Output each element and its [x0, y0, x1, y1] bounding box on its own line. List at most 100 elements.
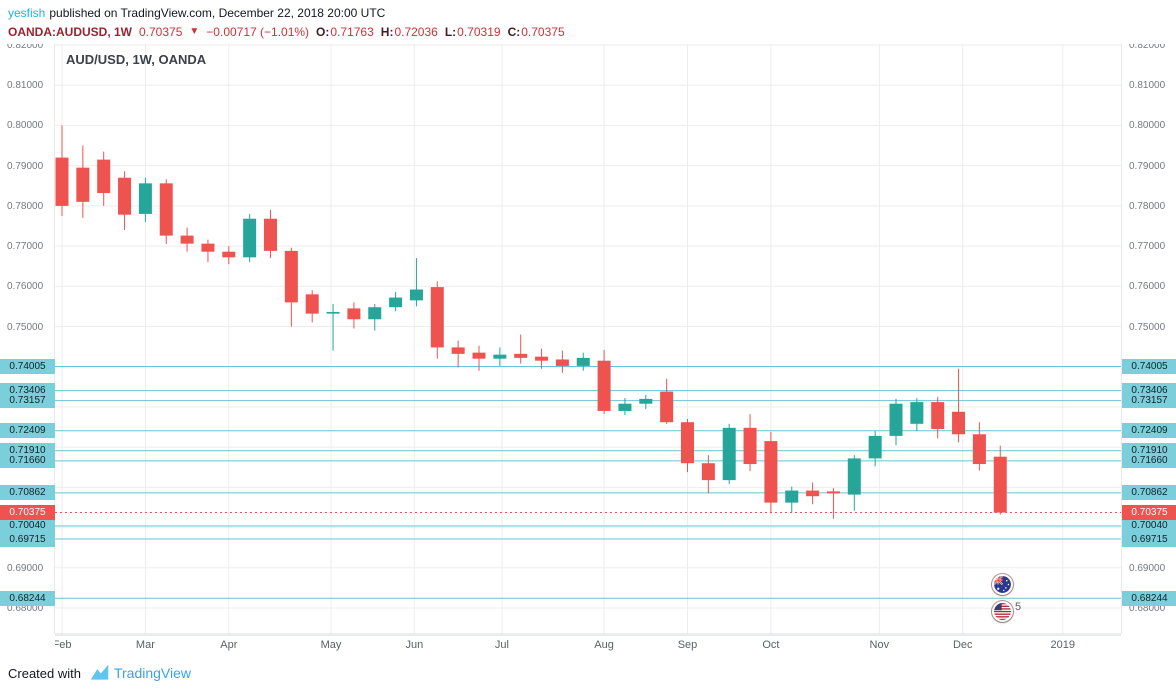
author-link[interactable]: yesfish	[8, 6, 46, 20]
price-axis-label: 0.69000	[1129, 562, 1166, 574]
candle-down	[972, 434, 986, 465]
australia-flag-icon	[994, 576, 1011, 593]
candle-down	[472, 352, 486, 359]
candle-up	[910, 402, 924, 424]
time-axis-label: Jul	[494, 639, 509, 651]
price-axis-label: 0.79000	[7, 160, 44, 172]
price-level-label: 0.73157	[1122, 393, 1176, 409]
candle-up	[368, 307, 382, 320]
price-level-label: 0.70862	[0, 485, 55, 501]
candle-down	[180, 235, 194, 244]
low-value: L: 0.70319	[444, 25, 501, 39]
candle-down	[743, 427, 757, 465]
high-value: H: 0.72036	[380, 25, 438, 39]
time-axis-label: Mar	[135, 639, 155, 651]
candle-up	[889, 403, 903, 436]
price-axis-label: 0.68000	[7, 603, 44, 614]
price-axis-label: 0.68000	[1129, 603, 1166, 614]
price-axis-label: 0.78000	[7, 200, 44, 212]
time-axis-label: Nov	[869, 639, 890, 651]
price-level-label: 0.68244	[0, 590, 55, 606]
candle-down	[347, 308, 361, 320]
candle-down	[701, 463, 715, 481]
price-axis-label: 0.82000	[1129, 40, 1166, 51]
time-axis[interactable]: Feb Mar Apr May Jun Jul Aug Sep Oct Nov Dec 2019	[55, 635, 1121, 655]
symbol-name: OANDA:AUDUSD, 1W	[8, 25, 132, 39]
time-axis-label: 2019	[1050, 639, 1076, 651]
time-axis-label: Apr	[220, 639, 238, 651]
candle-down	[660, 391, 674, 423]
price-axis-label: 0.82000	[7, 40, 44, 51]
candle-down	[764, 441, 778, 503]
candle-down	[931, 402, 945, 430]
time-axis-label: Feb	[55, 639, 72, 651]
candle-down	[97, 159, 111, 193]
price-axis-label: 0.79000	[1129, 160, 1166, 172]
price-axis-label: 0.78000	[1129, 200, 1166, 212]
candle-up	[785, 490, 799, 503]
price-level-label: 0.71660	[1122, 453, 1176, 469]
price-axis-label: 0.75000	[7, 321, 44, 333]
candle-up	[618, 403, 632, 411]
price-axis-label: 0.75000	[1129, 321, 1166, 333]
candle-down	[201, 243, 215, 252]
created-with-text: Created with	[8, 665, 81, 681]
price-axis-label: 0.80000	[1129, 120, 1166, 132]
candle-down	[264, 218, 277, 251]
price-level-label: 0.69715	[1122, 531, 1176, 547]
price-level-label: 0.74005	[1122, 359, 1176, 374]
candle-up	[847, 458, 861, 495]
price-axis-label: 0.69000	[7, 562, 44, 574]
price-level-label: 0.69715	[0, 531, 55, 547]
price-level-label: 0.70040	[0, 518, 55, 534]
candle-down	[159, 183, 173, 236]
header: yesfish published on TradingView.com, Dec…	[0, 0, 1176, 44]
candle-down	[952, 411, 966, 435]
candle-down	[535, 356, 549, 361]
price-axis-label: 0.76000	[1129, 281, 1166, 293]
price-axis-label: 0.81000	[1129, 80, 1166, 92]
candle-down	[76, 167, 90, 202]
footer: Created with TradingView	[0, 655, 1176, 691]
price-axis-label: 0.76000	[7, 281, 44, 293]
close-value: C: 0.70375	[507, 25, 565, 39]
chart-title: AUD/USD, 1W, OANDA	[66, 52, 207, 67]
price-level-label: 0.68244	[1122, 590, 1176, 606]
price-level-label: 0.70862	[1122, 485, 1176, 501]
candle-up	[409, 289, 423, 301]
candle-up	[722, 427, 736, 481]
price-level-label: 0.72409	[1122, 423, 1176, 439]
candle-down	[284, 250, 298, 303]
candle-down	[55, 157, 69, 206]
candle-down	[305, 294, 319, 314]
price-level-label: 0.74005	[0, 359, 55, 374]
union-jack	[994, 576, 1004, 586]
candle-up	[639, 398, 653, 404]
candle-up	[576, 357, 590, 366]
publish-text: published on TradingView.com, December 2…	[49, 6, 386, 20]
price-axis-label: 0.80000	[7, 120, 44, 132]
candle-up	[326, 312, 340, 314]
price-level-label: 0.71660	[0, 453, 55, 469]
tradingview-brand-link[interactable]: TradingView	[113, 665, 192, 681]
price-axis-left[interactable]: 0.82000 0.81000 0.80000 0.79000 0.78000 0.770…	[0, 40, 55, 634]
last-price: 0.70375	[139, 25, 183, 39]
time-axis-label: Aug	[594, 639, 614, 651]
candle-up	[868, 435, 882, 459]
australia-flag-badge[interactable]	[992, 574, 1013, 595]
open-value: O: 0.71763	[316, 25, 374, 39]
time-axis-label: May	[320, 639, 342, 651]
price-axis-right[interactable]: 0.82000 0.81000 0.80000 0.79000 0.78000 0.770…	[1121, 40, 1176, 634]
price-axis-label: 0.77000	[7, 241, 44, 253]
time-axis-label: Dec	[952, 639, 973, 651]
marker-count: 5	[1015, 601, 1022, 613]
candle-down	[555, 359, 569, 366]
time-axis-label: Jun	[405, 639, 424, 651]
us-flag-badge[interactable]	[992, 601, 1013, 622]
price-level-label: 0.73157	[0, 393, 55, 409]
candle-down	[451, 347, 465, 354]
candle-down	[993, 456, 1007, 513]
time-axis-label: Oct	[762, 639, 780, 651]
